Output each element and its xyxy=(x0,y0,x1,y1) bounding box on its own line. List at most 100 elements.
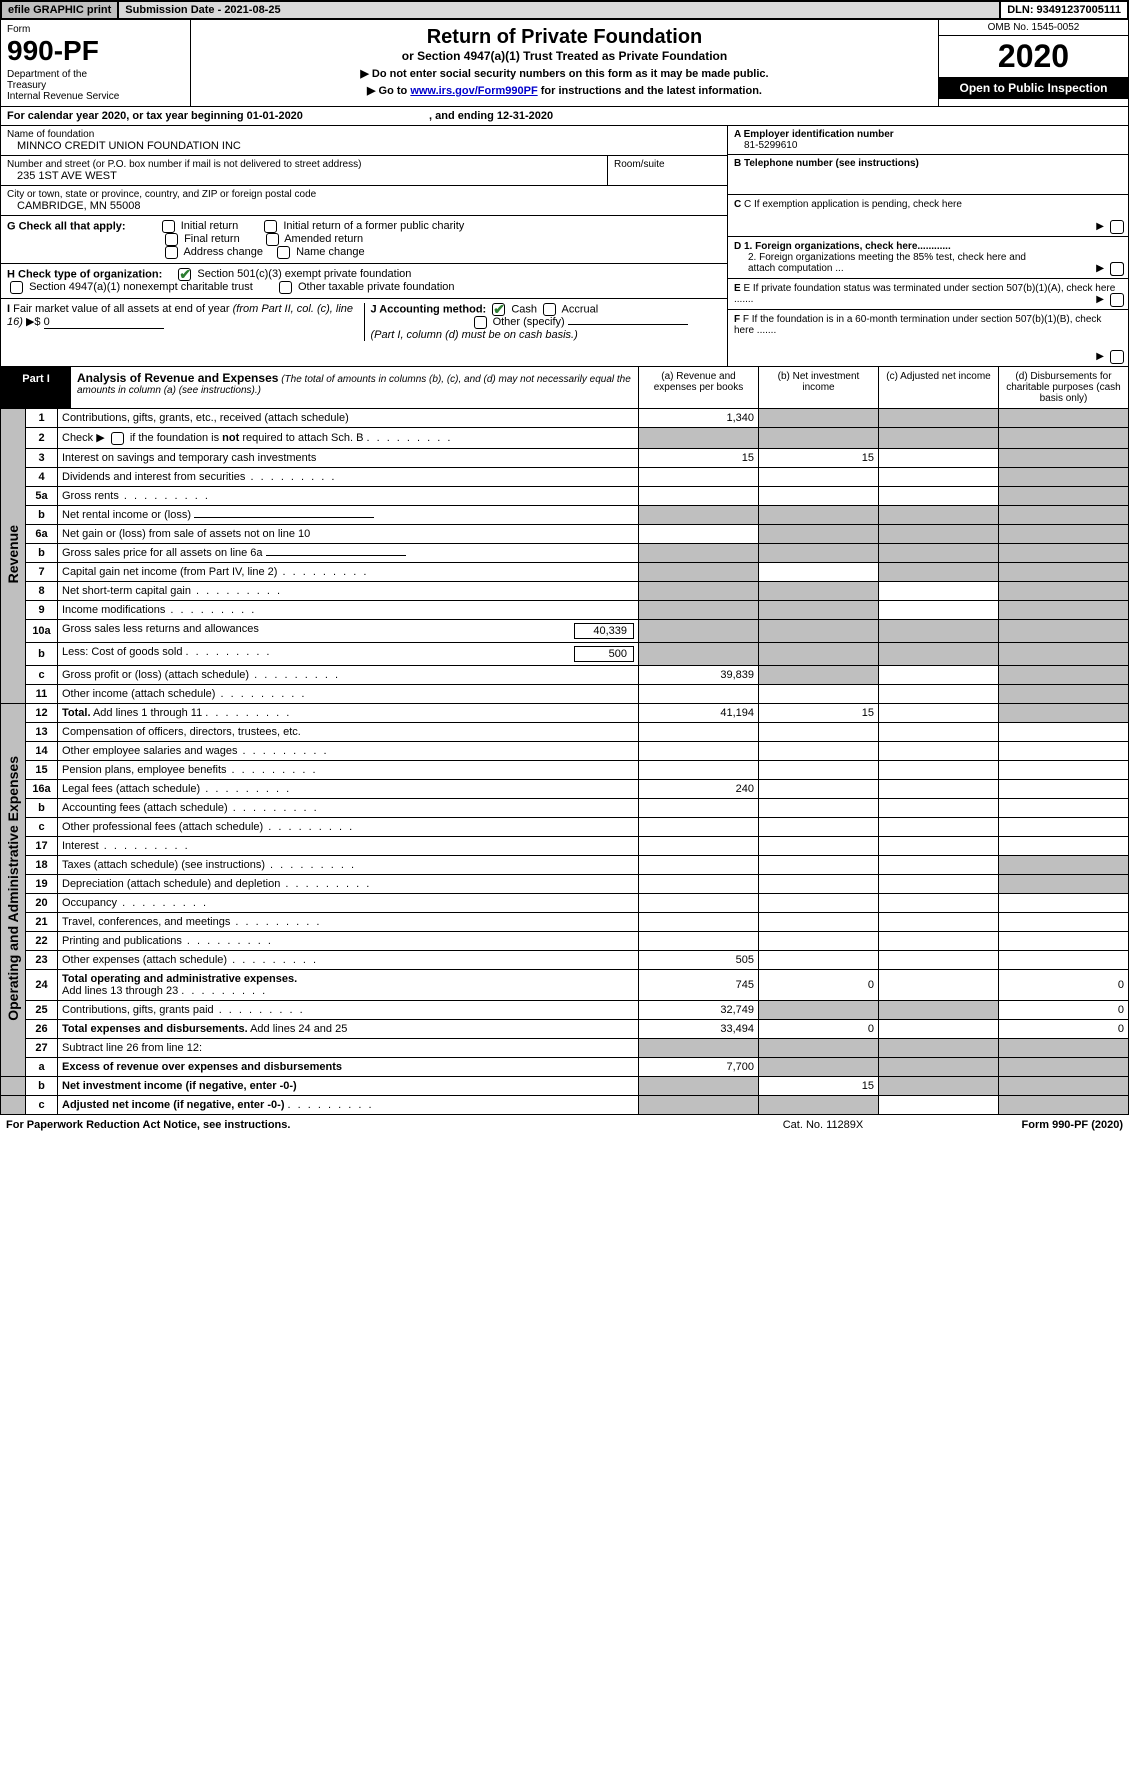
submission-date: Submission Date - 2021-08-25 xyxy=(119,2,1001,18)
address-cell: Number and street (or P.O. box number if… xyxy=(1,156,607,186)
f-cell: F F If the foundation is in a 60-month t… xyxy=(728,310,1128,366)
room-cell: Room/suite xyxy=(607,156,727,186)
g-row: G Check all that apply: Initial return I… xyxy=(1,216,727,264)
irs-link[interactable]: www.irs.gov/Form990PF xyxy=(410,85,537,97)
year-block: OMB No. 1545-0052 2020 Open to Public In… xyxy=(938,20,1128,106)
table-row: cGross profit or (loss) (attach schedule… xyxy=(1,665,1129,684)
chk-namechange[interactable] xyxy=(277,246,290,259)
table-row: 24Total operating and administrative exp… xyxy=(1,969,1129,1000)
table-row: 26Total expenses and disbursements. Add … xyxy=(1,1019,1129,1038)
table-row: bNet rental income or (loss) xyxy=(1,505,1129,524)
instr-2: ▶ Go to www.irs.gov/Form990PF for instru… xyxy=(197,84,932,97)
form-number: 990-PF xyxy=(7,35,184,67)
fmv-value: 0 xyxy=(44,316,164,329)
col-b-head: (b) Net investment income xyxy=(758,367,878,408)
table-row: cOther professional fees (attach schedul… xyxy=(1,817,1129,836)
omb-number: OMB No. 1545-0052 xyxy=(939,20,1128,36)
ein: 81-5299610 xyxy=(734,140,797,151)
table-row: 23Other expenses (attach schedule)505 xyxy=(1,950,1129,969)
form-word: Form xyxy=(7,24,184,35)
chk-amended[interactable] xyxy=(266,233,279,246)
table-row: bLess: Cost of goods sold 500 xyxy=(1,642,1129,665)
chk-schb[interactable] xyxy=(111,432,124,445)
table-row: 19Depreciation (attach schedule) and dep… xyxy=(1,874,1129,893)
form-title: Return of Private Foundation xyxy=(197,26,932,49)
table-row: 15Pension plans, employee benefits xyxy=(1,760,1129,779)
efile-label: efile GRAPHIC print xyxy=(2,2,119,18)
table-row: aExcess of revenue over expenses and dis… xyxy=(1,1057,1129,1076)
table-row: 20Occupancy xyxy=(1,893,1129,912)
table-row: 10aGross sales less returns and allowanc… xyxy=(1,619,1129,642)
topbar: efile GRAPHIC print Submission Date - 20… xyxy=(0,0,1129,20)
table-row: bAccounting fees (attach schedule) xyxy=(1,798,1129,817)
e-cell: E E If private foundation status was ter… xyxy=(728,279,1128,310)
chk-other-tax[interactable] xyxy=(279,281,292,294)
open-inspection: Open to Public Inspection xyxy=(939,77,1128,99)
form-title-block: Return of Private Foundation or Section … xyxy=(191,20,938,106)
chk-e[interactable] xyxy=(1110,293,1124,307)
h-row: H Check type of organization: Section 50… xyxy=(1,264,727,299)
chk-501c3[interactable] xyxy=(178,268,191,281)
chk-accrual[interactable] xyxy=(543,303,556,316)
city: CAMBRIDGE, MN 55008 xyxy=(7,200,140,212)
name-cell: Name of foundation MINNCO CREDIT UNION F… xyxy=(1,126,727,156)
chk-d2[interactable] xyxy=(1110,262,1124,276)
table-row: 7Capital gain net income (from Part IV, … xyxy=(1,562,1129,581)
table-row: 22Printing and publications xyxy=(1,931,1129,950)
table-row: 11Other income (attach schedule) xyxy=(1,684,1129,703)
table-row: bGross sales price for all assets on lin… xyxy=(1,543,1129,562)
table-row: 9Income modifications xyxy=(1,600,1129,619)
paperwork-notice: For Paperwork Reduction Act Notice, see … xyxy=(6,1119,723,1131)
table-row: 4Dividends and interest from securities xyxy=(1,467,1129,486)
d-cell: D 1. Foreign organizations, check here..… xyxy=(728,237,1128,279)
form-ref: Form 990-PF (2020) xyxy=(923,1119,1123,1131)
chk-final[interactable] xyxy=(165,233,178,246)
arrow-icon: ▶ xyxy=(1096,221,1104,232)
chk-cash[interactable] xyxy=(492,303,505,316)
col-c-head: (c) Adjusted net income xyxy=(878,367,998,408)
chk-f[interactable] xyxy=(1110,350,1124,364)
dept-label: Department of theTreasuryInternal Revenu… xyxy=(7,69,184,102)
part1-tab: Part I xyxy=(1,367,71,408)
part1-desc: Analysis of Revenue and Expenses (The to… xyxy=(71,367,638,408)
table-row: Operating and Administrative Expenses 12… xyxy=(1,703,1129,722)
table-row: 8Net short-term capital gain xyxy=(1,581,1129,600)
table-row: 5aGross rents xyxy=(1,486,1129,505)
footer: For Paperwork Reduction Act Notice, see … xyxy=(0,1115,1129,1135)
phone-cell: B Telephone number (see instructions) xyxy=(728,155,1128,195)
chk-initial-former[interactable] xyxy=(264,220,277,233)
c-cell: C C If exemption application is pending,… xyxy=(728,195,1128,237)
table-row: Revenue 1Contributions, gifts, grants, e… xyxy=(1,409,1129,428)
col-a-head: (a) Revenue and expenses per books xyxy=(638,367,758,408)
foundation-name: MINNCO CREDIT UNION FOUNDATION INC xyxy=(7,140,241,152)
form-subtitle: or Section 4947(a)(1) Trust Treated as P… xyxy=(197,49,932,63)
form-header: Form 990-PF Department of theTreasuryInt… xyxy=(0,20,1129,107)
table-row: bNet investment income (if negative, ent… xyxy=(1,1076,1129,1095)
table-row: 3Interest on savings and temporary cash … xyxy=(1,448,1129,467)
col-d-head: (d) Disbursements for charitable purpose… xyxy=(998,367,1128,408)
table-row: 21Travel, conferences, and meetings xyxy=(1,912,1129,931)
table-row: 6aNet gain or (loss) from sale of assets… xyxy=(1,524,1129,543)
city-cell: City or town, state or province, country… xyxy=(1,186,727,216)
table-row: 17Interest xyxy=(1,836,1129,855)
chk-c[interactable] xyxy=(1110,220,1124,234)
chk-4947[interactable] xyxy=(10,281,23,294)
table-row: 18Taxes (attach schedule) (see instructi… xyxy=(1,855,1129,874)
part1-header: Part I Analysis of Revenue and Expenses … xyxy=(0,367,1129,409)
table-row: 2Check ▶ if the foundation is not requir… xyxy=(1,428,1129,449)
table-row: 13Compensation of officers, directors, t… xyxy=(1,722,1129,741)
ij-row: I Fair market value of all assets at end… xyxy=(1,299,727,345)
dln: DLN: 93491237005111 xyxy=(1001,2,1127,18)
calendar-year-row: For calendar year 2020, or tax year begi… xyxy=(1,107,1128,126)
table-row: 16aLegal fees (attach schedule)240 xyxy=(1,779,1129,798)
chk-initial[interactable] xyxy=(162,220,175,233)
ein-cell: A Employer identification number 81-5299… xyxy=(728,126,1128,155)
tax-year: 2020 xyxy=(939,36,1128,77)
table-row: 27Subtract line 26 from line 12: xyxy=(1,1038,1129,1057)
chk-other-acct[interactable] xyxy=(474,316,487,329)
form-id-block: Form 990-PF Department of theTreasuryInt… xyxy=(1,20,191,106)
address: 235 1ST AVE WEST xyxy=(7,170,117,182)
chk-addrchange[interactable] xyxy=(165,246,178,259)
cat-no: Cat. No. 11289X xyxy=(723,1119,923,1131)
info-section: For calendar year 2020, or tax year begi… xyxy=(0,107,1129,367)
